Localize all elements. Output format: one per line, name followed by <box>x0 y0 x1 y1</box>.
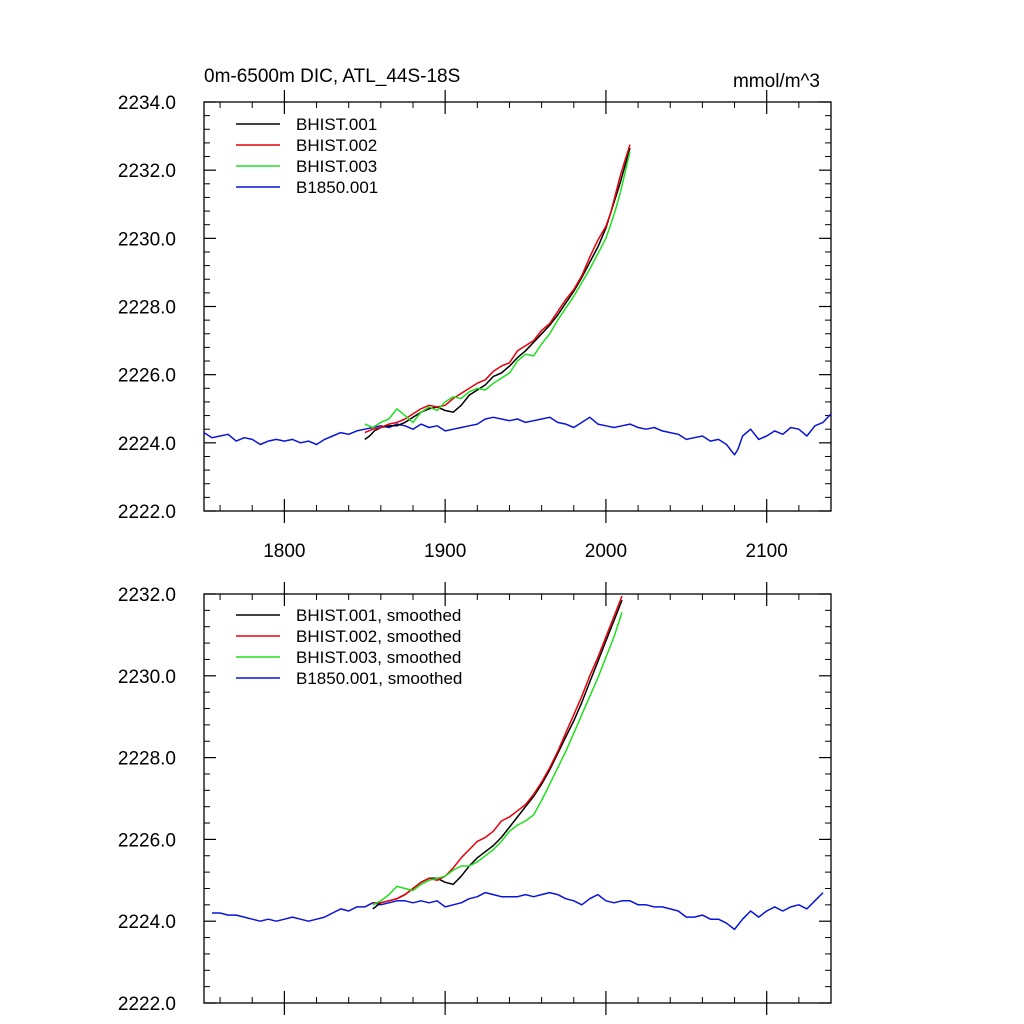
legend-label-bhist-001-smoothed: BHIST.001, smoothed <box>296 606 461 625</box>
top-x-tick-label: 1900 <box>424 541 466 562</box>
series-line-b1850-001 <box>203 413 832 456</box>
top-y-tick-label: 2222.0 <box>118 502 176 523</box>
bottom-y-tick-label: 2230.0 <box>118 667 176 688</box>
bottom-series-lines <box>212 595 824 931</box>
bottom-y-tick-label: 2226.0 <box>118 830 176 851</box>
legend-label-bhist-003-smoothed: BHIST.003, smoothed <box>296 648 461 667</box>
bottom-y-tick-label: 2228.0 <box>118 749 176 770</box>
top-series-lines <box>203 144 832 456</box>
top-y-tick-label: 2234.0 <box>118 93 176 114</box>
top-legend: BHIST.001 BHIST.002 BHIST.003 B1850.001 <box>236 115 378 197</box>
bottom-plot-frame <box>203 593 832 1004</box>
legend-label-bhist-002-smoothed: BHIST.002, smoothed <box>296 627 461 646</box>
series-line-bhist-001 <box>364 147 631 441</box>
units-label: mmol/m^3 <box>733 71 820 92</box>
bottom-panel: 2222.0 2224.0 2226.0 2228.0 2230.0 2232.0 BHI… <box>118 582 832 1015</box>
series-line-bhist-001-smoothed <box>372 599 623 910</box>
series-line-bhist-002 <box>364 144 631 434</box>
top-x-tick-label: 2000 <box>585 541 627 562</box>
bottom-y-tick-label: 2232.0 <box>118 585 176 606</box>
bottom-y-tick-label: 2224.0 <box>118 912 176 933</box>
series-line-b1850-001-smoothed <box>212 891 824 931</box>
top-y-tick-label: 2226.0 <box>118 366 176 387</box>
top-y-tick-label: 2230.0 <box>118 229 176 250</box>
top-y-tick-label: 2228.0 <box>118 298 176 319</box>
top-panel: 1800 1900 2000 2100 2222.0 2224.0 2226.0 2228.0… <box>118 90 832 562</box>
legend-label-bhist-001: BHIST.001 <box>296 115 377 134</box>
legend-label-b1850-001-smoothed: B1850.001, smoothed <box>296 669 462 688</box>
series-line-bhist-003 <box>364 151 631 429</box>
bottom-legend: BHIST.001, smoothed BHIST.002, smoothed BH… <box>236 606 462 688</box>
legend-label-b1850-001: B1850.001 <box>296 178 378 197</box>
chart-title: 0m-6500m DIC, ATL_44S-18S <box>204 66 460 87</box>
top-y-tick-label: 2224.0 <box>118 434 176 455</box>
top-axis-tick-labels: 1800 1900 2000 2100 2222.0 2224.0 2226.0 2228.0… <box>118 93 788 562</box>
top-y-tick-label: 2232.0 <box>118 161 176 182</box>
top-x-tick-label: 1800 <box>263 541 305 562</box>
series-line-bhist-003-smoothed <box>372 612 623 906</box>
bottom-axis-tick-labels: 2222.0 2224.0 2226.0 2228.0 2230.0 2232.0 <box>118 585 176 1015</box>
bottom-axis-ticks <box>204 582 832 1015</box>
bottom-y-tick-label: 2222.0 <box>118 994 176 1015</box>
top-x-tick-label: 2100 <box>746 541 788 562</box>
series-line-bhist-002-smoothed <box>372 595 623 904</box>
legend-label-bhist-003: BHIST.003 <box>296 157 377 176</box>
legend-label-bhist-002: BHIST.002 <box>296 136 377 155</box>
